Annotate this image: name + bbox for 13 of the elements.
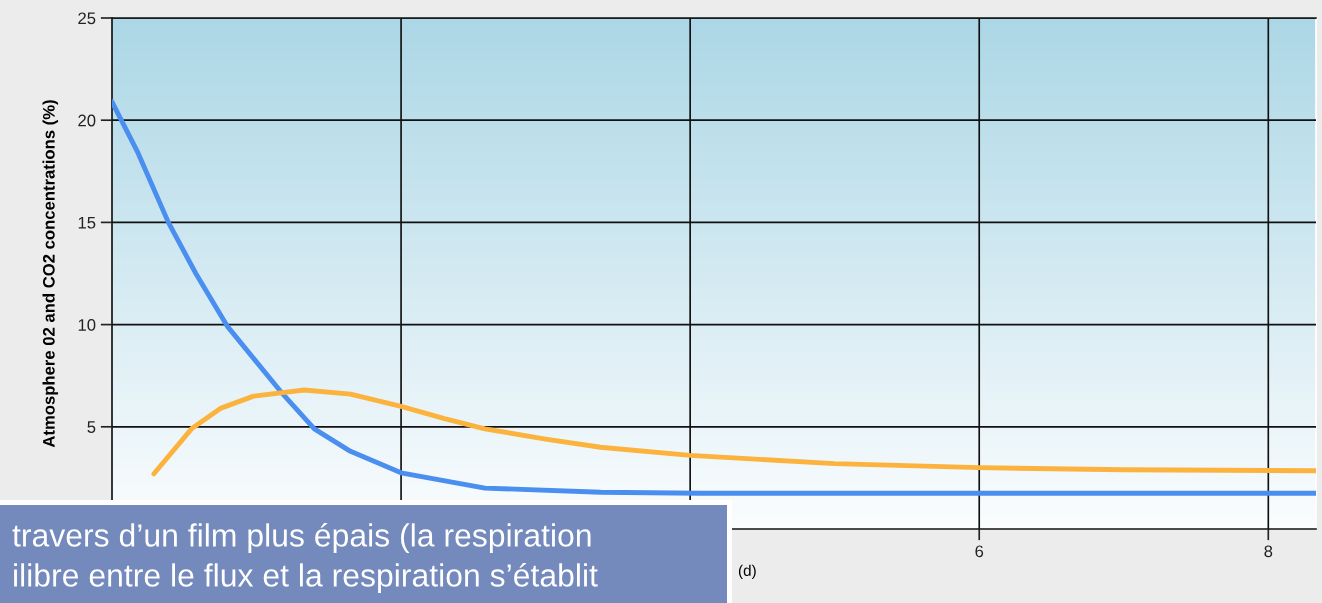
line-series bbox=[112, 99, 1316, 496]
annotation: travers d’un film plus épais (la respiration bbox=[12, 522, 591, 554]
y-tick-label: 15 bbox=[78, 216, 96, 229]
y-tick-label: 20 bbox=[78, 114, 96, 127]
x-axis-title: (d) bbox=[738, 564, 756, 579]
y-tick-label: 25 bbox=[78, 12, 96, 25]
y-tick-label: 10 bbox=[78, 319, 96, 331]
text: ilibre entre le flux et la respiration s’établit bbox=[14, 562, 598, 594]
x-tick-label: 8 bbox=[1264, 545, 1273, 558]
y-axis-title: Atmosphere 02 and CO2 concentrations (%) bbox=[42, 100, 59, 448]
x-tick-label: 6 bbox=[975, 545, 984, 558]
line-series bbox=[151, 387, 1316, 477]
y-tick-label: 5 bbox=[87, 421, 96, 433]
